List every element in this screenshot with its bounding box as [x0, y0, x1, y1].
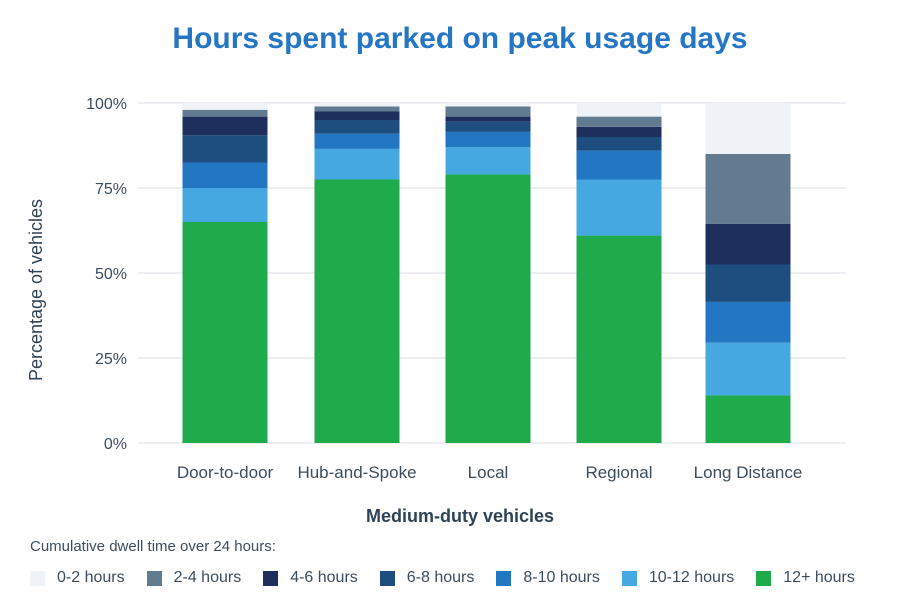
bar-segment [182, 162, 268, 188]
y-tick-labels: 0% 25% 50% 75% 100% [86, 96, 127, 453]
bar-segment [576, 103, 662, 117]
x-axis-title: Medium-duty vehicles [365, 506, 555, 526]
x-category-label: Local [468, 463, 509, 482]
legend-item: 12+ hours [756, 569, 855, 587]
bar-segment [705, 223, 791, 265]
legend-swatch [30, 570, 45, 586]
bar-segment [576, 137, 662, 151]
bar-segment [314, 120, 400, 134]
x-category-label: Hub-and-Spoke [297, 463, 416, 482]
bar-segment [705, 342, 791, 396]
bar-segment [705, 264, 791, 302]
legend-label: 10-12 hours [648, 569, 735, 586]
bar-segment [314, 111, 400, 120]
bar-segment [705, 395, 791, 443]
bar-segment [314, 133, 400, 149]
x-category-label: Regional [585, 463, 652, 482]
bar-segment [182, 135, 268, 163]
bar-segment [705, 154, 791, 224]
bar-segment [182, 116, 268, 136]
x-category-label: Long Distance [694, 463, 803, 482]
legend-item: 0-2 hours [30, 569, 125, 587]
bar-segment [182, 222, 268, 443]
bar-segment [445, 147, 531, 175]
legend-label: 8-10 hours [523, 569, 600, 586]
legend: 0-2 hours 2-4 hours 4-6 hours 6-8 hours 8-10… [30, 569, 900, 587]
y-tick-label: 75% [95, 181, 127, 198]
legend-label: 2-4 hours [173, 569, 242, 586]
legend-item: 10-12 hours [621, 569, 735, 587]
legend-item: 4-6 hours [263, 569, 358, 587]
bar-segment [576, 126, 662, 137]
y-axis-title: Percentage of vehicles [26, 199, 46, 381]
legend-swatch [146, 570, 162, 586]
legend-label: 4-6 hours [290, 569, 358, 586]
y-tick-label: 0% [104, 436, 127, 453]
bar-segment [445, 174, 531, 443]
bar-segment [445, 103, 531, 107]
bar-segment [182, 103, 268, 110]
legend-item: 8-10 hours [496, 569, 600, 587]
bar-segment [445, 131, 531, 148]
bar-segment [182, 188, 268, 222]
bar-segment [314, 148, 400, 180]
y-tick-label: 50% [95, 266, 127, 283]
y-tick-label: 100% [86, 96, 127, 113]
bar-segment [314, 103, 400, 107]
bar-segment [576, 179, 662, 236]
bar-segment [576, 150, 662, 180]
x-category-labels: Door-to-door Hub-and-Spoke Local Regional Lo… [177, 463, 803, 482]
stacked-bar-chart: 0% 25% 50% 75% 100% Door-to-door Hub-and-Spok… [26, 96, 846, 482]
bar-segment [445, 116, 531, 122]
legend-swatch [263, 570, 279, 586]
legend-item: 6-8 hours [379, 569, 475, 587]
legend-label: 6-8 hours [406, 569, 475, 586]
bar-segment [445, 106, 531, 117]
bar-segment [576, 116, 662, 127]
x-category-label: Door-to-door [177, 463, 274, 482]
bar-segment [576, 235, 662, 443]
legend-swatch [379, 570, 395, 586]
bar-segment [445, 121, 531, 132]
bar-segment [705, 103, 791, 154]
bar-segment [314, 179, 400, 443]
legend-title: Cumulative dwell time over 24 hours: [30, 538, 276, 555]
bars [182, 103, 791, 443]
legend-label: 12+ hours [783, 569, 855, 586]
chart-title: Hours spent parked on peak usage days [172, 22, 748, 55]
legend-swatch [621, 570, 637, 586]
bar-segment [705, 301, 791, 343]
y-tick-label: 25% [95, 351, 127, 368]
legend-swatch [496, 570, 512, 586]
bar-segment [314, 106, 400, 112]
legend-label: 0-2 hours [57, 569, 125, 586]
legend-item: 2-4 hours [146, 569, 242, 587]
legend-swatch [756, 570, 772, 586]
bar-segment [182, 109, 268, 117]
